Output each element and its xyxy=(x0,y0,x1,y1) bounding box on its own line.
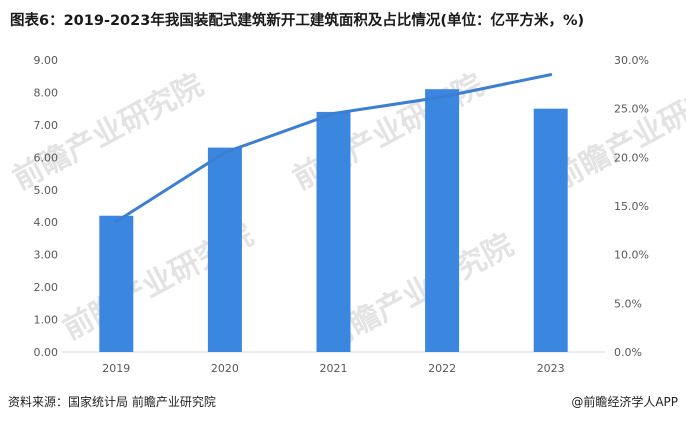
right-tick-label: 5.0% xyxy=(614,297,642,310)
left-tick-label: 8.00 xyxy=(34,86,59,99)
bar-2020 xyxy=(207,147,242,352)
category-label-2020: 2020 xyxy=(211,362,239,375)
left-tick-label: 9.00 xyxy=(34,54,59,67)
right-axis-ticks: 0.0% 5.0% 10.0% 15.0% 20.0% 25.0% 30.0% xyxy=(614,54,649,359)
left-tick-label: 5.00 xyxy=(34,184,59,197)
right-tick-label: 15.0% xyxy=(614,200,649,213)
footer: 资料来源：国家统计局 前瞻产业研究院 @前瞻经济学人APP xyxy=(0,386,686,421)
left-axis-ticks: 0.00 1.00 2.00 3.00 4.00 5.00 6.00 7.00 8.00 9.00 xyxy=(34,54,59,359)
bar-2021 xyxy=(316,111,351,353)
left-tick-label: 3.00 xyxy=(34,249,59,262)
chart-title: 图表6：2019-2023年我国装配式建筑新开工建筑面积及占比情况(单位：亿平方… xyxy=(10,13,585,29)
category-label-2021: 2021 xyxy=(320,362,348,375)
right-tick-label: 0.0% xyxy=(614,346,642,359)
category-label-2022: 2022 xyxy=(428,362,456,375)
category-label-2023: 2023 xyxy=(537,362,565,375)
bar-series xyxy=(99,89,568,353)
left-tick-label: 7.00 xyxy=(34,119,59,132)
left-tick-label: 4.00 xyxy=(34,216,59,229)
watermark-text: 前瞻产业研究院 xyxy=(547,68,686,197)
right-tick-label: 20.0% xyxy=(614,151,649,164)
bar-2023 xyxy=(533,108,568,353)
left-tick-label: 1.00 xyxy=(34,314,59,327)
category-label-2019: 2019 xyxy=(102,362,130,375)
bar-2022 xyxy=(425,89,460,352)
left-tick-label: 0.00 xyxy=(34,346,59,359)
source-note: 资料来源：国家统计局 前瞻产业研究院 xyxy=(8,395,216,409)
left-tick-label: 6.00 xyxy=(34,151,59,164)
bar-2019 xyxy=(99,215,134,352)
share-line-series xyxy=(114,73,553,224)
right-tick-label: 10.0% xyxy=(614,249,649,262)
left-tick-label: 2.00 xyxy=(34,281,59,294)
right-tick-label: 25.0% xyxy=(614,103,649,116)
category-axis-ticks: 2019 2020 2021 2022 2023 xyxy=(102,362,564,375)
right-tick-label: 30.0% xyxy=(614,54,649,67)
brand-label: @前瞻经济学人APP xyxy=(571,395,678,409)
